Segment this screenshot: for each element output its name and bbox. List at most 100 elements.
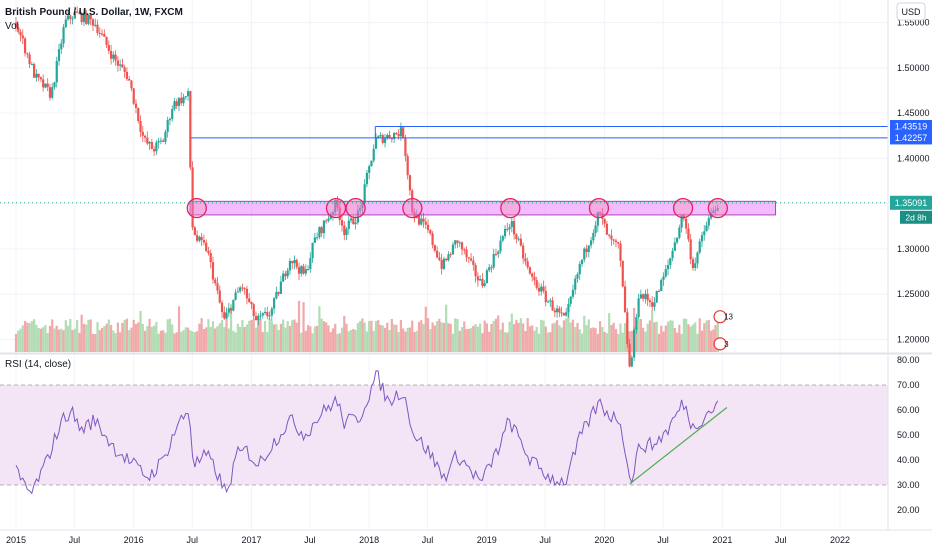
volume-bar [365, 331, 369, 352]
candle-body [180, 97, 183, 104]
volume-bar [578, 329, 581, 352]
candle-body [166, 120, 169, 132]
candle-body [320, 227, 323, 234]
volume-bar [23, 320, 27, 352]
volume-bar [361, 318, 364, 352]
candle-body [447, 254, 450, 261]
candle-body [562, 313, 565, 316]
candle-body [288, 260, 292, 271]
volume-bar [309, 326, 312, 352]
candle-body [33, 64, 36, 78]
level-price-label: 1.43519 [895, 122, 928, 132]
candle-body [159, 140, 162, 142]
candle-body [103, 33, 106, 37]
price-pane[interactable]: 13 3 [0, 6, 888, 368]
candle-body [64, 19, 67, 28]
candle-body [105, 36, 108, 45]
candle-body [451, 244, 455, 255]
volume-bar [293, 319, 296, 352]
price-axis[interactable]: 1.550001.500001.450001.400001.350001.300… [887, 0, 932, 530]
volume-bar [216, 326, 219, 352]
volume-bar [119, 332, 122, 352]
candle-body [386, 134, 389, 139]
candle-body [331, 212, 335, 215]
touch-marker-circle[interactable] [325, 197, 347, 219]
candle-body [488, 267, 491, 271]
candle-body [250, 302, 253, 305]
time-axis[interactable]: 2015 Jul 2016 Jul 2017 Jul 2018 Jul 2019 Jul 2020 J… [0, 529, 932, 545]
volume-bar [189, 330, 192, 352]
candle-body [438, 257, 441, 260]
volume-bar [682, 318, 685, 352]
candle-body [62, 27, 65, 44]
candle-body [397, 134, 400, 137]
volume-bar [295, 322, 298, 352]
candle-body [610, 235, 613, 240]
volume-bar [66, 325, 70, 352]
candle-body [494, 253, 498, 255]
candle-body [474, 264, 477, 277]
touch-marker-circle[interactable] [402, 197, 423, 219]
touch-marker-circle[interactable] [588, 197, 610, 219]
candle-body [207, 250, 210, 254]
touch-marker-circle[interactable] [707, 197, 728, 219]
event-badge-icon[interactable] [713, 310, 727, 324]
candle-body [109, 50, 113, 59]
rsi-trendline[interactable] [629, 407, 728, 485]
candle-body [540, 286, 543, 292]
candle-body [223, 312, 226, 319]
volume-label: Vol [5, 21, 19, 32]
volume-bar [603, 331, 606, 352]
candle-body [239, 287, 242, 292]
rsi-pane[interactable] [0, 370, 888, 495]
volume-bar [159, 330, 162, 352]
volume-bar [388, 329, 391, 352]
candle-body [696, 252, 699, 264]
volume-bar [445, 304, 448, 352]
currency-button[interactable]: USD [896, 2, 926, 21]
volume-bar [553, 322, 556, 352]
rsi-tick-label: 70.00 [897, 380, 920, 390]
candle-body [261, 313, 264, 316]
touch-marker-circle[interactable] [186, 197, 207, 219]
resistance-zone[interactable] [189, 200, 777, 216]
volume-bar [223, 326, 226, 352]
volume-bar [336, 333, 339, 352]
candle-body [137, 107, 140, 122]
candle-body [517, 238, 520, 240]
volume-bar [537, 333, 541, 352]
event-badge-icon[interactable] [713, 337, 727, 351]
volume-bar [596, 333, 599, 352]
volume-bar [180, 331, 183, 352]
candle-body [268, 315, 271, 317]
event-badge-count: 3 [724, 340, 729, 349]
candle-body [501, 236, 504, 241]
touch-marker-circle[interactable] [500, 197, 521, 219]
volume-bar [614, 329, 618, 352]
candle-body [186, 91, 190, 97]
volume-bar [635, 325, 638, 352]
volume-bar [236, 323, 239, 352]
volume-bar [438, 318, 441, 352]
candle-body [632, 329, 636, 358]
volume-bar [404, 331, 407, 352]
volume-bar [406, 327, 409, 352]
volume-bar [121, 322, 124, 352]
candle-body [112, 54, 115, 59]
volume-bar [334, 323, 337, 352]
candle-body [157, 141, 160, 143]
volume-bar [33, 319, 36, 352]
volume-bar [209, 327, 212, 352]
candle-body [569, 296, 572, 304]
touch-marker-circle[interactable] [345, 197, 366, 219]
touch-marker-circle[interactable] [672, 197, 694, 219]
candle-body [492, 253, 495, 268]
candle-body [585, 248, 588, 252]
volume-bar [177, 306, 181, 352]
volume-bar [639, 318, 642, 352]
candle-body [628, 343, 631, 367]
volume-bar [556, 320, 559, 352]
volume-bar [402, 328, 405, 352]
candle-body [709, 213, 713, 219]
